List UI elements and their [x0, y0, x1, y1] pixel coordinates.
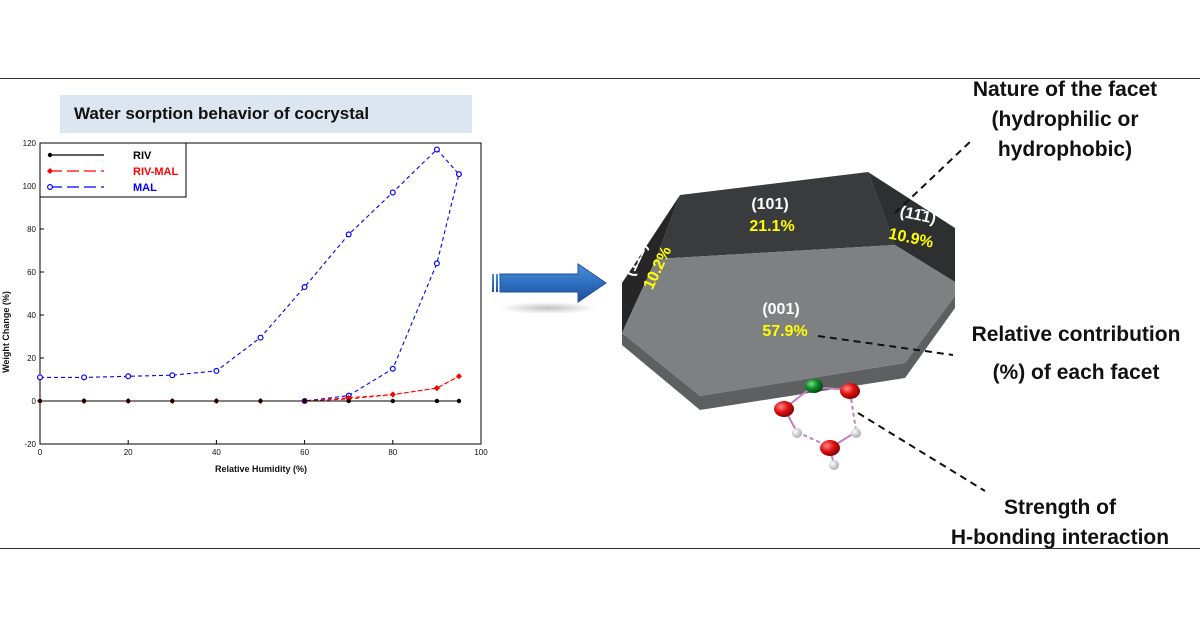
facet-101-face: [656, 172, 895, 259]
data-point-riv: [390, 398, 395, 404]
data-point-riv: [456, 398, 462, 404]
data-point-mal: [433, 260, 440, 267]
data-point-riv-mal: [345, 394, 352, 401]
data-point-riv: [302, 398, 307, 404]
data-point-riv: [258, 398, 263, 404]
x-tick-label: 80: [388, 448, 397, 457]
data-point-riv: [126, 398, 131, 404]
data-point-riv: [170, 398, 175, 404]
facet-111-face: [622, 195, 680, 333]
arrow-icon: [492, 263, 607, 314]
data-point-riv: [214, 398, 219, 404]
bottom-divider: [0, 548, 1200, 549]
data-point-mal: [433, 146, 440, 153]
leader-strength: [857, 412, 986, 492]
y-tick-label: 80: [27, 225, 36, 234]
legend-box: [39, 142, 187, 198]
y-tick-label: 40: [27, 311, 36, 320]
y-axis-label: Weight Change (%): [1, 291, 11, 373]
facet-001-face: [622, 245, 955, 396]
data-point-riv: [346, 398, 351, 404]
callout-nature-line1: Nature of the facet: [972, 78, 1158, 101]
x-tick-label: 0: [38, 448, 43, 457]
data-point-mal: [169, 372, 176, 379]
data-point-riv-mal: [455, 373, 462, 380]
data-point-riv: [434, 398, 440, 404]
leader-relative: [817, 335, 954, 356]
leader-nature: [894, 139, 973, 214]
plot-area-frame: [39, 142, 482, 445]
facet-001-label: (001): [762, 301, 799, 318]
callout-relative-line1: Relative contribution: [971, 323, 1181, 346]
data-point-mal: [345, 231, 352, 238]
data-point-mal: [213, 367, 220, 374]
data-point-mal: [36, 374, 43, 381]
facet-101-value: 21.1%: [749, 218, 794, 235]
data-point-riv: [37, 398, 43, 404]
data-point-mal: [389, 365, 396, 372]
legend-label-riv: RIV: [133, 150, 152, 162]
callout-strength-line1: Strength of: [1004, 496, 1116, 519]
callout-relative-line2: (%) of each facet: [992, 361, 1160, 384]
legend-marker-riv-mal: [47, 168, 53, 174]
data-point-riv-mal: [389, 391, 396, 398]
y-tick-label: -20: [24, 440, 36, 449]
callout-nature-line2: (hydrophilic or: [991, 108, 1139, 131]
y-tick-label: 60: [27, 268, 36, 277]
chart-title-box: Water sorption behavior of cocrystal: [60, 95, 472, 133]
legend-label-mal: MAL: [133, 182, 157, 194]
legend-marker-riv: [47, 152, 53, 158]
data-point-mal: [389, 189, 396, 196]
y-tick-label: 100: [23, 182, 37, 191]
x-tick-label: 60: [300, 448, 309, 457]
facet-11m1-face: [868, 172, 955, 282]
callout-relative: Relative contribution (%) of each facet: [950, 316, 1200, 392]
data-point-mal: [81, 374, 88, 381]
y-tick-label: 0: [32, 397, 37, 406]
legend-label-riv-mal: RIV-MAL: [133, 166, 179, 178]
y-tick-label: 120: [23, 139, 37, 148]
h-bond-molecule-icon: [774, 379, 861, 470]
top-divider: [0, 78, 1200, 79]
data-point-riv-mal: [433, 385, 440, 392]
x-tick-label: 40: [212, 448, 221, 457]
callout-nature: Nature of the facet (hydrophilic or hydr…: [950, 75, 1180, 165]
data-point-mal: [301, 284, 308, 291]
facet-101-label: (101): [751, 196, 788, 213]
facet-001-value: 57.9%: [762, 323, 807, 340]
callout-nature-line3: hydrophobic): [997, 138, 1133, 161]
chart-title: Water sorption behavior of cocrystal: [74, 104, 370, 123]
data-point-mal: [455, 171, 462, 178]
data-point-mal: [125, 373, 132, 380]
x-axis-label: Relative Humidity (%): [215, 464, 307, 474]
x-tick-label: 20: [124, 448, 133, 457]
crystal-bottom-edge: [622, 296, 955, 410]
x-tick-label: 100: [474, 448, 488, 457]
callout-strength: Strength of H-bonding interaction: [930, 493, 1190, 553]
legend-marker-mal: [46, 183, 53, 190]
y-tick-label: 20: [27, 354, 36, 363]
data-point-riv: [81, 398, 87, 404]
data-point-mal: [257, 334, 264, 341]
callout-strength-line2: H-bonding interaction: [950, 526, 1170, 549]
